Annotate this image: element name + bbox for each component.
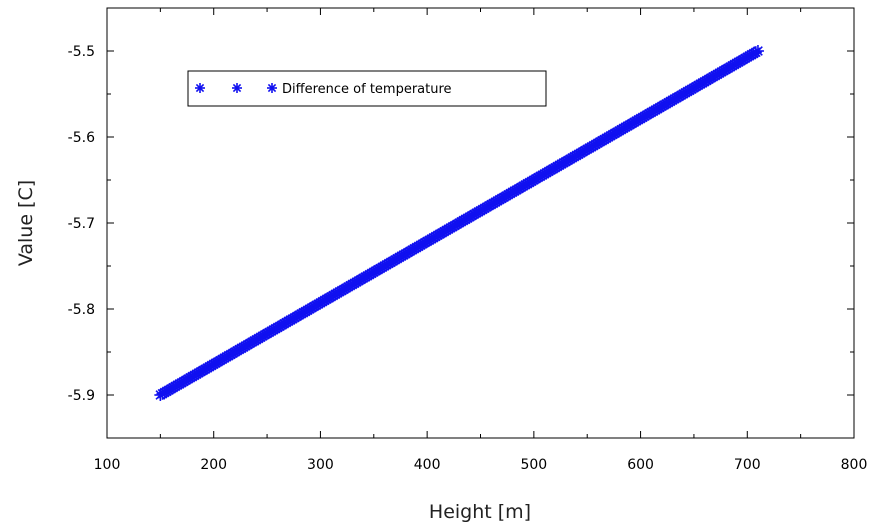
x-tick-label: 700 xyxy=(734,457,761,473)
x-tick-label: 300 xyxy=(307,457,334,473)
legend: Difference of temperature xyxy=(187,70,547,107)
y-tick-label: -5.5 xyxy=(68,44,95,60)
x-tick-label: 800 xyxy=(841,457,868,473)
x-tick-label: 600 xyxy=(627,457,654,473)
y-tick-label: -5.8 xyxy=(68,302,95,318)
y-tick-label: -5.9 xyxy=(68,388,95,404)
y-tick-label: -5.6 xyxy=(68,130,95,146)
x-tick-label: 400 xyxy=(414,457,441,473)
y-axis: -5.9 -5.8 -5.7 -5.6 -5.5 xyxy=(68,7,854,439)
data-point xyxy=(751,44,764,57)
legend-marker xyxy=(267,83,277,93)
y-axis-title: Value [C] xyxy=(15,180,37,266)
legend-markers xyxy=(195,83,277,93)
legend-marker xyxy=(195,83,205,93)
legend-label: Difference of temperature xyxy=(282,82,452,97)
x-axis-title: Height [m] xyxy=(429,501,531,523)
x-tick-label: 200 xyxy=(200,457,227,473)
x-tick-label: 100 xyxy=(94,457,121,473)
series-difference-of-temperature xyxy=(154,44,764,402)
legend-box xyxy=(187,70,547,107)
x-tick-label: 500 xyxy=(520,457,547,473)
y-tick-label: -5.7 xyxy=(68,216,95,232)
x-axis: 100 200 300 400 500 600 700 800 xyxy=(94,8,868,473)
legend-marker xyxy=(232,83,242,93)
